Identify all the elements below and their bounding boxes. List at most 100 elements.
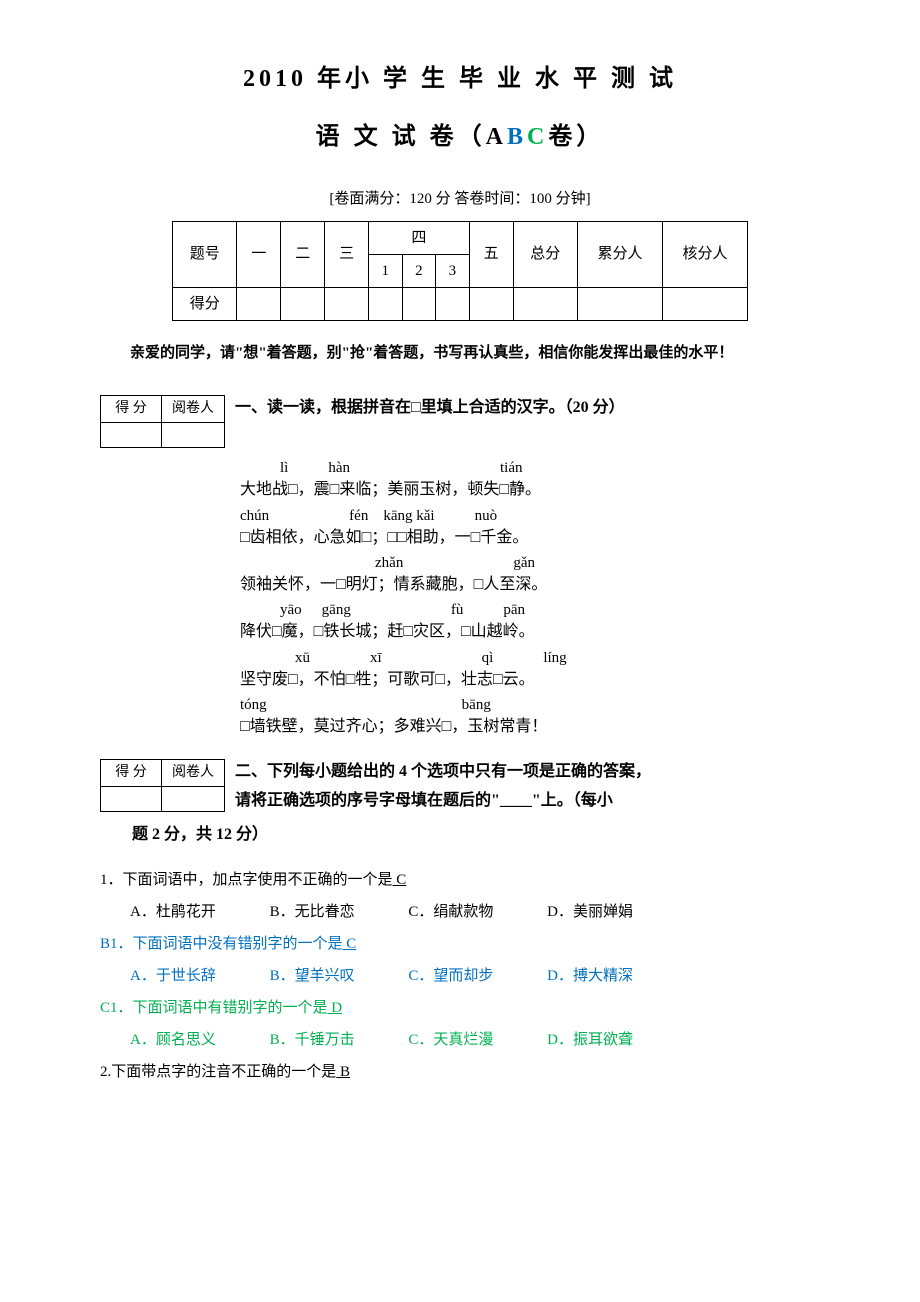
qb1-stem: B1．下面词语中没有错别字的一个是 <box>100 936 343 952</box>
qb1-opt-c: C．望而却步 <box>408 964 493 988</box>
section-2-title-3: 题 2 分，共 12 分） <box>132 822 820 848</box>
q1-opt-d: D．美丽婵娟 <box>547 900 633 924</box>
pinyin-part: tián <box>500 458 523 479</box>
score-cell <box>662 287 747 320</box>
grader-table-2: 得 分 阅卷人 <box>100 759 225 812</box>
col-scorer: 累分人 <box>577 221 662 287</box>
pinyin-line: yāogāng fù pān <box>240 600 820 621</box>
sub-title: 语 文 试 卷（ABC卷） <box>100 118 820 156</box>
col-2: 二 <box>281 221 325 287</box>
col-checker: 核分人 <box>662 221 747 287</box>
grader-person-label: 阅卷人 <box>162 395 225 422</box>
col-4-3: 3 <box>436 254 470 287</box>
hanzi-line: 大地战□，震□来临；美丽玉树，顿失□静。 <box>240 479 820 501</box>
question-1: 1．下面词语中，加点字使用不正确的一个是 C <box>100 868 820 892</box>
pinyin-line: tóng bāng <box>240 695 820 716</box>
pinyin-part: hàn <box>328 458 350 479</box>
pinyin-line: lì hàn tián <box>240 458 820 479</box>
q1-opt-b: B．无比眷恋 <box>270 900 355 924</box>
score-cell <box>513 287 577 320</box>
qc1-answer: D <box>328 1000 343 1016</box>
pinyin-line: xū xī qì líng <box>240 648 820 669</box>
pinyin-part: nuò <box>475 506 498 527</box>
qb1-options: A．于世长辞 B．望羊兴叹 C．望而却步 D．搏大精深 <box>130 964 820 988</box>
subtitle-c: C <box>527 124 548 150</box>
qb1-opt-d: D．搏大精深 <box>547 964 633 988</box>
poem-block: lì hàn tián大地战□，震□来临；美丽玉树，顿失□静。 chún fénkāng… <box>240 458 820 738</box>
hanzi-line: □齿相依，心急如□；□□相助，一□千金。 <box>240 527 820 549</box>
pinyin-part: gǎn <box>513 553 535 574</box>
pinyin-part: tóng <box>240 695 267 716</box>
subtitle-b: B <box>507 124 527 150</box>
q1-options: A．杜鹃花开 B．无比眷恋 C．绢献款物 D．美丽婵娟 <box>130 900 820 924</box>
col-qnum: 题号 <box>173 221 237 287</box>
qb1-opt-a: A．于世长辞 <box>130 964 216 988</box>
pinyin-part: yāo <box>280 600 302 621</box>
pinyin-part: kāng kǎi <box>383 506 434 527</box>
pinyin-part: chún <box>240 506 269 527</box>
col-3: 三 <box>325 221 369 287</box>
score-cell <box>577 287 662 320</box>
grader-person-label: 阅卷人 <box>162 759 225 786</box>
pinyin-part: líng <box>543 648 566 669</box>
score-cell <box>369 287 403 320</box>
hanzi-line: 降伏□魔，□铁长城；赶□灾区，□山越岭。 <box>240 621 820 643</box>
qc1-opt-b: B．千锤万击 <box>270 1028 355 1052</box>
score-table: 题号 一 二 三 四 五 总分 累分人 核分人 1 2 3 得分 <box>172 221 748 321</box>
pinyin-part: fù <box>451 600 464 621</box>
pinyin-line: chún fén kāng kǎi nuò <box>240 506 820 527</box>
col-1: 一 <box>237 221 281 287</box>
qc1-opt-d: D．振耳欲聋 <box>547 1028 633 1052</box>
pinyin-part: bāng <box>462 695 491 716</box>
q2-answer: B <box>336 1064 350 1080</box>
q1-stem: 1．下面词语中，加点字使用不正确的一个是 <box>100 872 393 888</box>
pinyin-part: xū <box>295 648 310 669</box>
pinyin-line: zhǎn gǎn <box>240 553 820 574</box>
score-cell <box>436 287 470 320</box>
row-score-label: 得分 <box>173 287 237 320</box>
pinyin-part: xī <box>370 648 382 669</box>
q2-stem: 2.下面带点字的注音不正确的一个是 <box>100 1064 336 1080</box>
grader-score-cell <box>101 423 162 448</box>
qc1-opt-a: A．顾名思义 <box>130 1028 216 1052</box>
question-b1: B1．下面词语中没有错别字的一个是 C <box>100 932 820 956</box>
subtitle-prefix: 语 文 试 卷（A <box>316 124 507 150</box>
qc1-options: A．顾名思义 B．千锤万击 C．天真烂漫 D．振耳欲聋 <box>130 1028 820 1052</box>
score-cell <box>325 287 369 320</box>
score-cell <box>281 287 325 320</box>
col-5: 五 <box>469 221 513 287</box>
qc1-opt-c: C．天真烂漫 <box>408 1028 493 1052</box>
pinyin-part: zhǎn <box>375 553 403 574</box>
question-c1: C1．下面词语中有错别字的一个是 D <box>100 996 820 1020</box>
score-cell <box>469 287 513 320</box>
q1-opt-c: C．绢献款物 <box>408 900 493 924</box>
subtitle-suffix: 卷） <box>548 124 604 150</box>
intro-text: 亲爱的同学，请"想"着答题，别"抢"着答题，书写再认真些，相信你能发挥出最佳的水… <box>100 341 820 365</box>
grader-person-cell <box>162 423 225 448</box>
hanzi-line: □墙铁壁，莫过齐心；多难兴□，玉树常青！ <box>240 716 820 738</box>
pinyin-part: gāng <box>322 600 351 621</box>
pinyin-part: qì <box>482 648 494 669</box>
q1-opt-a: A．杜鹃花开 <box>130 900 216 924</box>
grader-score-label: 得 分 <box>101 395 162 422</box>
qb1-opt-b: B．望羊兴叹 <box>270 964 355 988</box>
grader-score-label: 得 分 <box>101 759 162 786</box>
grader-score-cell <box>101 786 162 811</box>
score-cell <box>402 287 436 320</box>
col-total: 总分 <box>513 221 577 287</box>
main-title: 2010 年小 学 生 毕 业 水 平 测 试 <box>100 60 820 98</box>
grader-table-1: 得 分 阅卷人 <box>100 395 225 448</box>
grader-person-cell <box>162 786 225 811</box>
qc1-stem: C1．下面词语中有错别字的一个是 <box>100 1000 328 1016</box>
hanzi-line: 坚守废□，不怕□牲；可歌可□，壮志□云。 <box>240 669 820 691</box>
pinyin-part: pān <box>503 600 525 621</box>
pinyin-part: fén <box>349 506 368 527</box>
pinyin-part: lì <box>280 458 288 479</box>
score-cell <box>237 287 281 320</box>
col-4-2: 2 <box>402 254 436 287</box>
col-4-1: 1 <box>369 254 403 287</box>
hanzi-line: 领袖关怀，一□明灯；情系藏胞，□人至深。 <box>240 574 820 596</box>
col-4: 四 <box>369 221 470 254</box>
exam-info: [卷面满分：120 分 答卷时间：100 分钟] <box>100 187 820 211</box>
qb1-answer: C <box>343 936 357 952</box>
